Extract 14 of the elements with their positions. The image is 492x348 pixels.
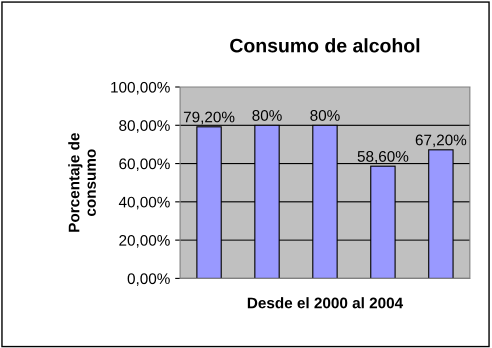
y-tick-label: 20,00% xyxy=(119,234,170,248)
data-label: 80% xyxy=(252,110,282,121)
y-tick-label: 0,00% xyxy=(128,273,170,286)
y-tick-label: 80,00% xyxy=(119,120,170,133)
data-label: 80% xyxy=(310,110,340,121)
y-tick-label: 60,00% xyxy=(119,158,170,172)
x-axis-title: Desde el 2000 al 2004 xyxy=(248,297,404,308)
data-label: 67,20% xyxy=(416,134,466,148)
y-axis-title: Porcentaje de consumo xyxy=(68,133,96,232)
data-label: 58,60% xyxy=(358,151,408,164)
chart-title: Consumo de alcohol xyxy=(230,38,420,52)
y-tick-label: 100,00% xyxy=(111,82,170,94)
data-label: 79,20% xyxy=(184,112,234,124)
y-tick-label: 40,00% xyxy=(118,196,170,210)
